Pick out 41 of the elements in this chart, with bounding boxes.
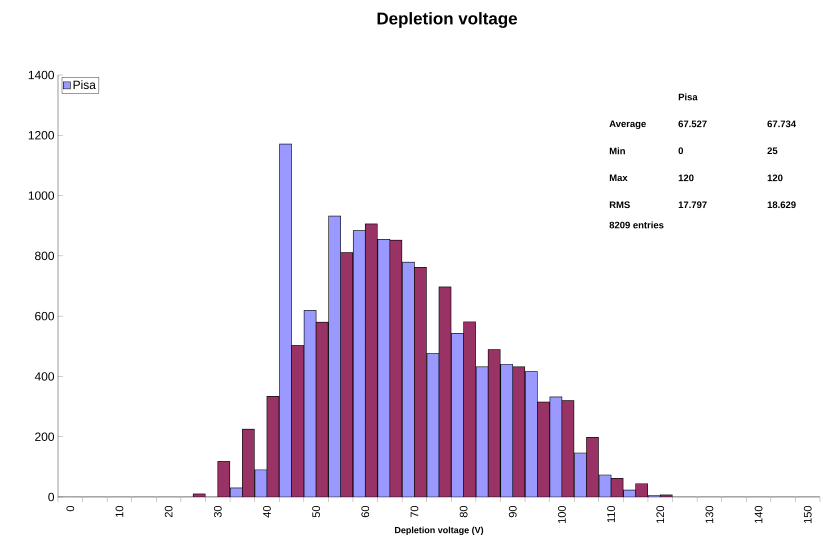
y-tick-label: 0 (48, 492, 54, 502)
annotation: 120 (768, 174, 783, 182)
annotation: 67.527 (678, 120, 707, 128)
y-tick-label: 600 (35, 312, 54, 320)
annotation: Min (610, 147, 625, 154)
annotation: 8209 entries (610, 221, 664, 228)
x-tick-label: 10 (116, 506, 124, 517)
annotation: 25 (767, 147, 778, 154)
x-tick-label: 140 (754, 506, 762, 523)
legend-label: Pisa (74, 80, 96, 90)
x-tick-label: 130 (706, 506, 714, 523)
x-tick-label: 20 (164, 506, 172, 518)
y-tick-label: 1200 (28, 131, 54, 140)
x-tick-label: 120 (656, 506, 664, 523)
x-tick-label: 100 (558, 506, 566, 523)
x-tick-label: 110 (607, 506, 615, 522)
annotation: Average (609, 120, 646, 130)
annotation: 67.734 (767, 120, 796, 128)
chart-title: Depletion voltage (378, 12, 517, 28)
x-tick-label: 60 (361, 506, 370, 518)
x-tick-label: 90 (508, 506, 517, 518)
annotation: 0 (678, 147, 684, 154)
annotation: RMS (610, 201, 630, 208)
x-tick-label: 50 (312, 506, 320, 518)
y-tick-label: 1400 (28, 70, 54, 80)
y-tick-label: 200 (35, 432, 54, 441)
x-tick-label: 40 (263, 506, 271, 518)
y-tick-label: 800 (35, 252, 54, 260)
x-tick-label: 30 (214, 506, 222, 518)
x-axis-title: Depletion voltage (V) (395, 526, 484, 536)
annotation: 120 (678, 174, 694, 182)
x-tick-label: 0 (66, 506, 74, 512)
y-tick-label: 1000 (28, 191, 54, 200)
annotation: Max (610, 174, 628, 182)
x-tick-label: 70 (410, 506, 418, 518)
x-tick-label: 80 (460, 506, 468, 518)
x-tick-label: 150 (804, 506, 812, 523)
annotation: Pisa (678, 93, 698, 100)
annotation: 18.629 (768, 201, 796, 208)
y-tick-label: 400 (34, 372, 54, 381)
annotation: 17.797 (678, 201, 707, 208)
